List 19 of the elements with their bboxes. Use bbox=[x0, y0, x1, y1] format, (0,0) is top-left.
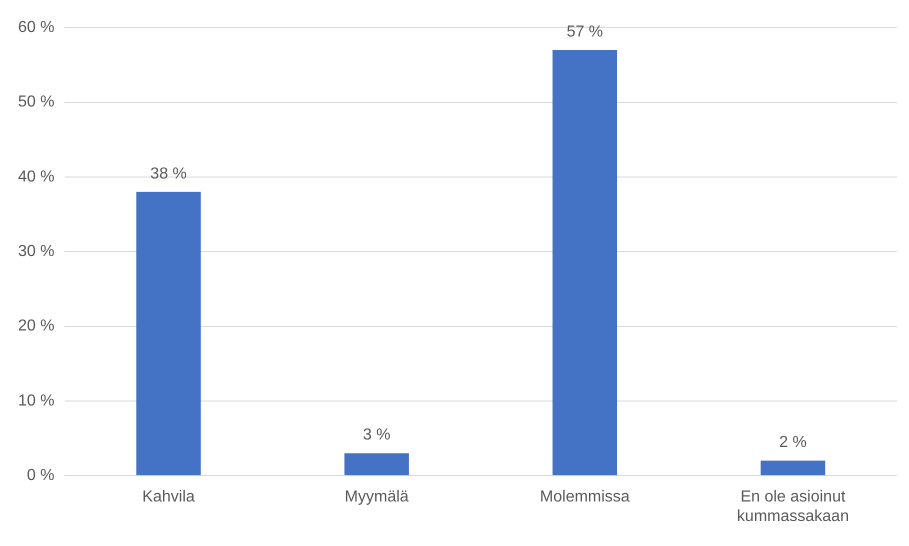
y-tick-label: 40 % bbox=[18, 168, 54, 186]
y-tick-label: 20 % bbox=[18, 318, 54, 335]
data-label: 2 % bbox=[779, 434, 807, 452]
bar bbox=[344, 453, 409, 476]
bar bbox=[136, 192, 201, 476]
data-label: 57 % bbox=[566, 23, 604, 40]
bar bbox=[760, 460, 826, 476]
x-tick-label: Kahvila bbox=[142, 488, 195, 506]
data-label: 3 % bbox=[362, 426, 390, 444]
y-tick-label: 10 % bbox=[18, 392, 54, 410]
x-tick-label: Molemmissa bbox=[540, 488, 630, 506]
y-tick-label: 50 % bbox=[18, 94, 54, 111]
y-tick-label: 0 % bbox=[26, 467, 54, 484]
y-tick-label: 60 % bbox=[18, 19, 54, 36]
bar bbox=[552, 50, 618, 476]
x-tick-label: En ole asioinut kummassakaan bbox=[736, 488, 849, 525]
x-tick-label: Myymälä bbox=[344, 488, 409, 506]
data-label: 38 % bbox=[150, 165, 187, 182]
y-tick-label: 30 % bbox=[18, 243, 54, 260]
